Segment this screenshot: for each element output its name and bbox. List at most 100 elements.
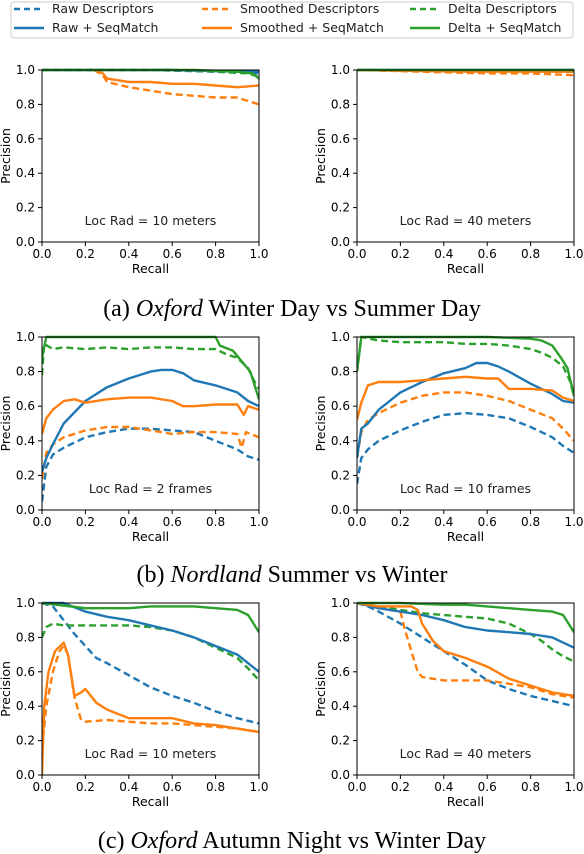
x-tick-label: 0.0 [347,247,366,261]
subfigure-caption-1: (b) Nordland Summer vs Winter [136,562,447,588]
plots: 0.0 0.2 0.4 0.6 0.8 1.0 0.0 0.2 0.4 0.6 0.8 1.0 Reca… [0,63,584,809]
x-axis-label: Recall [132,794,169,809]
x-tick-label: 0.2 [391,247,410,261]
series-line-raw-seqmatch [42,368,259,473]
x-tick-label: 0.2 [76,247,95,261]
x-tick-label: 0.4 [119,780,138,794]
x-tick-label: 1.0 [249,780,268,794]
legend: Raw Descriptors Smoothed Descriptors Delta… [10,1,574,39]
y-tick-label: 1.0 [331,330,350,344]
x-tick-label: 0.4 [119,247,138,261]
y-tick-label: 0.4 [16,434,35,448]
y-tick-label: 0.2 [16,468,35,482]
y-tick-label: 0.2 [16,201,35,215]
x-tick-label: 1.0 [249,515,268,529]
caption-prefix: (b) [136,562,170,588]
y-tick-label: 0.8 [331,97,350,111]
y-tick-label: 0.0 [16,768,35,782]
x-tick-label: 1.0 [249,247,268,261]
y-tick-label: 0.6 [16,665,35,679]
caption-dataset: Oxford [130,828,198,854]
series-line-raw-descriptors [357,411,574,485]
y-tick-label: 0.4 [16,699,35,713]
x-tick-label: 1.0 [564,247,583,261]
y-tick-label: 0.4 [331,434,350,448]
x-tick-label: 0.4 [434,780,453,794]
y-tick-label: 0.4 [16,166,35,180]
x-tick-label: 0.4 [434,247,453,261]
y-tick-label: 0.6 [16,132,35,146]
x-tick-label: 1.0 [564,515,583,529]
series-line-smoothed-descriptors [357,391,574,459]
y-axis-label: Precision [0,396,13,452]
x-tick-label: 0.8 [521,515,540,529]
y-tick-label: 0.0 [16,503,35,517]
series-line-delta-descriptors [42,342,259,390]
y-tick-label: 1.0 [16,63,35,77]
x-tick-label: 0.6 [163,780,182,794]
y-tick-label: 0.0 [16,235,35,249]
x-tick-label: 0.8 [206,515,225,529]
x-tick-label: 0.2 [391,515,410,529]
y-tick-label: 1.0 [331,596,350,610]
series-line-smoothed-seqmatch [357,601,574,698]
loc-rad-annotation: Loc Rad = 2 frames [89,481,212,496]
y-tick-label: 0.2 [331,734,350,748]
loc-rad-annotation: Loc Rad = 10 meters [85,746,217,761]
caption-description: Autumn Night vs Winter Day [198,828,487,854]
legend-label-0: Raw Descriptors [52,1,154,16]
loc-rad-annotation: Loc Rad = 40 meters [400,746,532,761]
y-tick-label: 0.2 [331,201,350,215]
x-tick-label: 0.0 [347,780,366,794]
captions: (a) Oxford Winter Day vs Summer Day (b) N… [98,296,486,854]
legend-label-5: Delta + SeqMatch [448,20,561,35]
series-line-raw-descriptors [357,601,574,708]
y-tick-label: 0.8 [331,365,350,379]
y-tick-label: 0.8 [16,97,35,111]
series-line-smoothed-seqmatch [357,375,574,421]
y-tick-label: 0.6 [331,399,350,413]
x-tick-label: 0.4 [434,515,453,529]
x-tick-label: 0.6 [478,247,497,261]
series-line-delta-seqmatch [42,601,259,633]
y-tick-label: 0.0 [331,768,350,782]
y-tick-label: 0.0 [331,235,350,249]
chart-panel-3: 0.0 0.2 0.4 0.6 0.8 1.0 0.0 0.2 0.4 0.6 0.8 1.0 Reca… [313,330,584,544]
axes-frame [41,602,260,776]
y-tick-label: 1.0 [16,596,35,610]
x-tick-label: 0.0 [32,780,51,794]
series-line-smoothed-seqmatch [95,68,259,89]
y-tick-label: 0.8 [331,630,350,644]
series-line-delta-seqmatch [357,601,574,633]
caption-dataset: Nordland [169,562,262,588]
x-tick-label: 0.6 [478,515,497,529]
y-tick-label: 0.8 [16,630,35,644]
caption-description: Winter Day vs Summer Day [203,296,481,322]
caption-prefix: (c) [98,828,131,854]
series-line-raw-descriptors [42,427,259,502]
series-line-delta-seqmatch [42,68,259,80]
series-line-delta-descriptors [42,68,259,79]
series-line-smoothed-descriptors [357,601,574,699]
series-line-raw-descriptors [42,601,259,725]
legend-label-2: Delta Descriptors [448,1,557,16]
x-tick-label: 0.6 [163,515,182,529]
x-tick-label: 0.2 [391,780,410,794]
x-tick-label: 0.6 [163,247,182,261]
x-axis-label: Recall [447,529,484,544]
x-tick-label: 1.0 [564,780,583,794]
x-tick-label: 0.6 [478,780,497,794]
legend-label-1: Smoothed Descriptors [240,1,379,16]
caption-dataset: Oxford [136,296,204,322]
x-tick-label: 0.8 [521,780,540,794]
y-tick-label: 0.8 [16,365,35,379]
loc-rad-annotation: Loc Rad = 10 frames [400,481,531,496]
y-tick-label: 0.4 [331,166,350,180]
y-axis-label: Precision [0,661,13,717]
caption-description: Summer vs Winter [262,562,448,588]
x-axis-label: Recall [132,529,169,544]
series-line-smoothed-seqmatch [42,641,259,775]
x-tick-label: 0.2 [76,515,95,529]
y-axis-label: Precision [0,128,13,184]
axes-frame [41,336,260,511]
